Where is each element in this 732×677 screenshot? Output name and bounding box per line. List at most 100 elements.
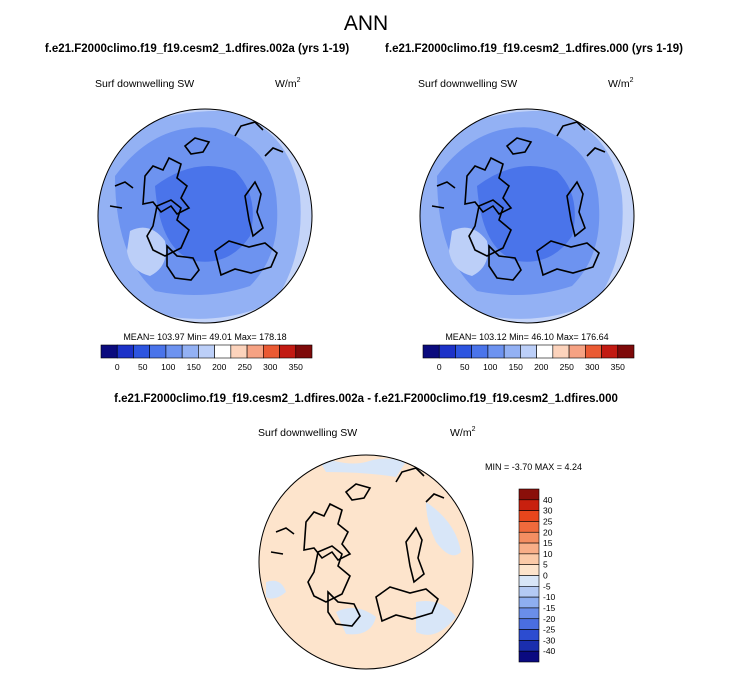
- colorbar-box: [568, 344, 586, 359]
- colorbar-label: 40: [543, 495, 553, 505]
- colorbar-box: [601, 344, 619, 359]
- colorbar-label: 15: [543, 538, 553, 548]
- coastline: [270, 467, 445, 555]
- colorbar-label: 20: [543, 527, 553, 537]
- map-border: [419, 108, 635, 324]
- coastline: [431, 121, 606, 209]
- colorbar-box: [518, 629, 540, 641]
- colorbar-box: [230, 344, 248, 359]
- units-text: W/m: [450, 427, 472, 439]
- units-superscript: 2: [472, 426, 476, 433]
- coastline: [146, 199, 190, 257]
- coastline: [327, 590, 361, 627]
- colorbar-box: [518, 586, 540, 598]
- colorbar-label: 50: [460, 362, 470, 372]
- colorbar-box: [518, 499, 540, 511]
- units: W/m2: [275, 77, 301, 90]
- coastline: [375, 586, 439, 623]
- colorbar-box: [518, 575, 540, 587]
- colorbar-box: [116, 344, 134, 359]
- coastline: [344, 483, 372, 501]
- colorbar-label: 5: [543, 560, 548, 570]
- coastline: [464, 156, 513, 216]
- colorbar-box: [198, 344, 215, 359]
- units-text: W/m: [275, 78, 297, 90]
- map: [259, 455, 473, 669]
- colorbar-box: [617, 344, 635, 359]
- colorbar-label: 350: [289, 362, 303, 372]
- coastline: [244, 180, 264, 238]
- colorbar-box: [133, 344, 150, 359]
- colorbar-label: 200: [212, 362, 226, 372]
- colorbar-box: [100, 344, 118, 359]
- colorbar-box: [536, 344, 554, 359]
- colorbar-label: 150: [187, 362, 201, 372]
- coastline: [488, 244, 522, 281]
- colorbar-label: -20: [543, 614, 556, 624]
- colorbar-box: [471, 344, 489, 359]
- contour-fill: [416, 601, 456, 635]
- units: W/m2: [608, 77, 634, 90]
- coastline: [142, 156, 191, 216]
- contour-fill: [449, 227, 488, 276]
- coastline: [166, 244, 200, 281]
- map-border: [258, 454, 474, 670]
- colorbar-label: 50: [138, 362, 148, 372]
- units-superscript: 2: [297, 77, 301, 84]
- field-name: Surf downwelling SW: [95, 78, 194, 90]
- map: [420, 109, 634, 323]
- contour-fill: [155, 166, 253, 262]
- panel-title: f.e21.F2000climo.f19_f19.cesm2_1.dfires.…: [45, 43, 349, 55]
- colorbar-box: [518, 618, 540, 630]
- figure-title: ANN: [344, 12, 388, 35]
- coastline: [183, 137, 211, 155]
- colorbar-label: 250: [238, 362, 252, 372]
- colorbar-label: -10: [543, 592, 556, 602]
- colorbar-label: 100: [161, 362, 175, 372]
- colorbar-label: -5: [543, 581, 551, 591]
- panel-title: f.e21.F2000climo.f19_f19.cesm2_1.dfires.…: [385, 43, 683, 55]
- colorbar-label: 25: [543, 516, 553, 526]
- colorbar-box: [438, 344, 456, 359]
- stats: MEAN= 103.97 Min= 49.01 Max= 178.18: [123, 332, 286, 342]
- contour-fill: [426, 502, 461, 556]
- colorbar-label: 150: [509, 362, 523, 372]
- colorbar-box: [518, 521, 540, 533]
- colorbar-label: -25: [543, 625, 556, 635]
- contour-fill: [477, 166, 575, 262]
- units: W/m2: [450, 426, 476, 439]
- colorbar-box: [518, 542, 540, 555]
- coastline: [505, 137, 533, 155]
- colorbar-label: 0: [115, 362, 120, 372]
- colorbar-label: 300: [585, 362, 599, 372]
- colorbar-box: [518, 596, 540, 609]
- units-superscript: 2: [630, 77, 634, 84]
- colorbar-box: [518, 553, 540, 565]
- colorbar-label: 200: [534, 362, 548, 372]
- map: [98, 109, 312, 323]
- colorbar-box: [455, 344, 472, 359]
- colorbar-label: 350: [611, 362, 625, 372]
- colorbar-label: 10: [543, 549, 553, 559]
- colorbar-label: 250: [560, 362, 574, 372]
- colorbar-label: 100: [483, 362, 497, 372]
- coastline: [307, 545, 351, 603]
- units-text: W/m: [608, 78, 630, 90]
- colorbar-label: 300: [263, 362, 277, 372]
- colorbar-box: [165, 344, 183, 359]
- colorbar-box: [585, 344, 602, 359]
- field-name: Surf downwelling SW: [258, 427, 357, 439]
- colorbar-box: [295, 344, 313, 359]
- colorbar-box: [263, 344, 280, 359]
- contour-fill: [127, 227, 166, 276]
- panel-title: f.e21.F2000climo.f19_f19.cesm2_1.dfires.…: [114, 393, 618, 405]
- colorbar-label: -30: [543, 635, 556, 645]
- colorbar-label: 0: [543, 571, 548, 581]
- colorbar-box: [518, 531, 540, 544]
- colorbar-box: [518, 640, 540, 652]
- stats: MIN = -3.70 MAX = 4.24: [485, 462, 582, 472]
- colorbar-box: [518, 650, 540, 663]
- coastline: [109, 121, 284, 209]
- colorbar-box: [422, 344, 440, 359]
